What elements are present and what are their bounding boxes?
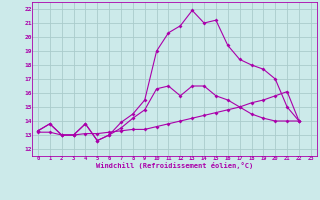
X-axis label: Windchill (Refroidissement éolien,°C): Windchill (Refroidissement éolien,°C) [96,162,253,169]
